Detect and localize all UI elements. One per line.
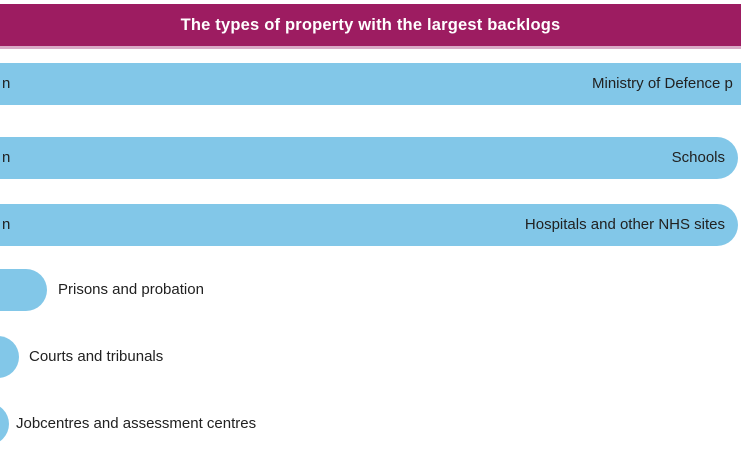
bar-category-label-5: Courts and tribunals: [29, 348, 164, 365]
bar-3: [0, 204, 738, 246]
bar-category-label-2: Schools: [671, 149, 725, 166]
bar-category-label-1: Ministry of Defence p: [592, 75, 733, 92]
bar-5: [0, 336, 19, 378]
bar-category-label-4: Prisons and probation: [58, 281, 204, 298]
bar-1: [0, 63, 741, 105]
bar-2: [0, 137, 738, 179]
bar-category-label-3: Hospitals and other NHS sites: [524, 216, 725, 233]
chart-title-bar: The types of property with the largest b…: [0, 4, 741, 49]
bar-value-label-1: n: [2, 75, 11, 92]
bar-4: [0, 269, 47, 311]
bar-6: [0, 403, 9, 445]
bar-value-label-3: n: [2, 216, 11, 233]
chart-title: The types of property with the largest b…: [180, 16, 561, 34]
bar-value-label-2: n: [2, 149, 11, 166]
bar-category-label-6: Jobcentres and assessment centres: [16, 415, 257, 432]
